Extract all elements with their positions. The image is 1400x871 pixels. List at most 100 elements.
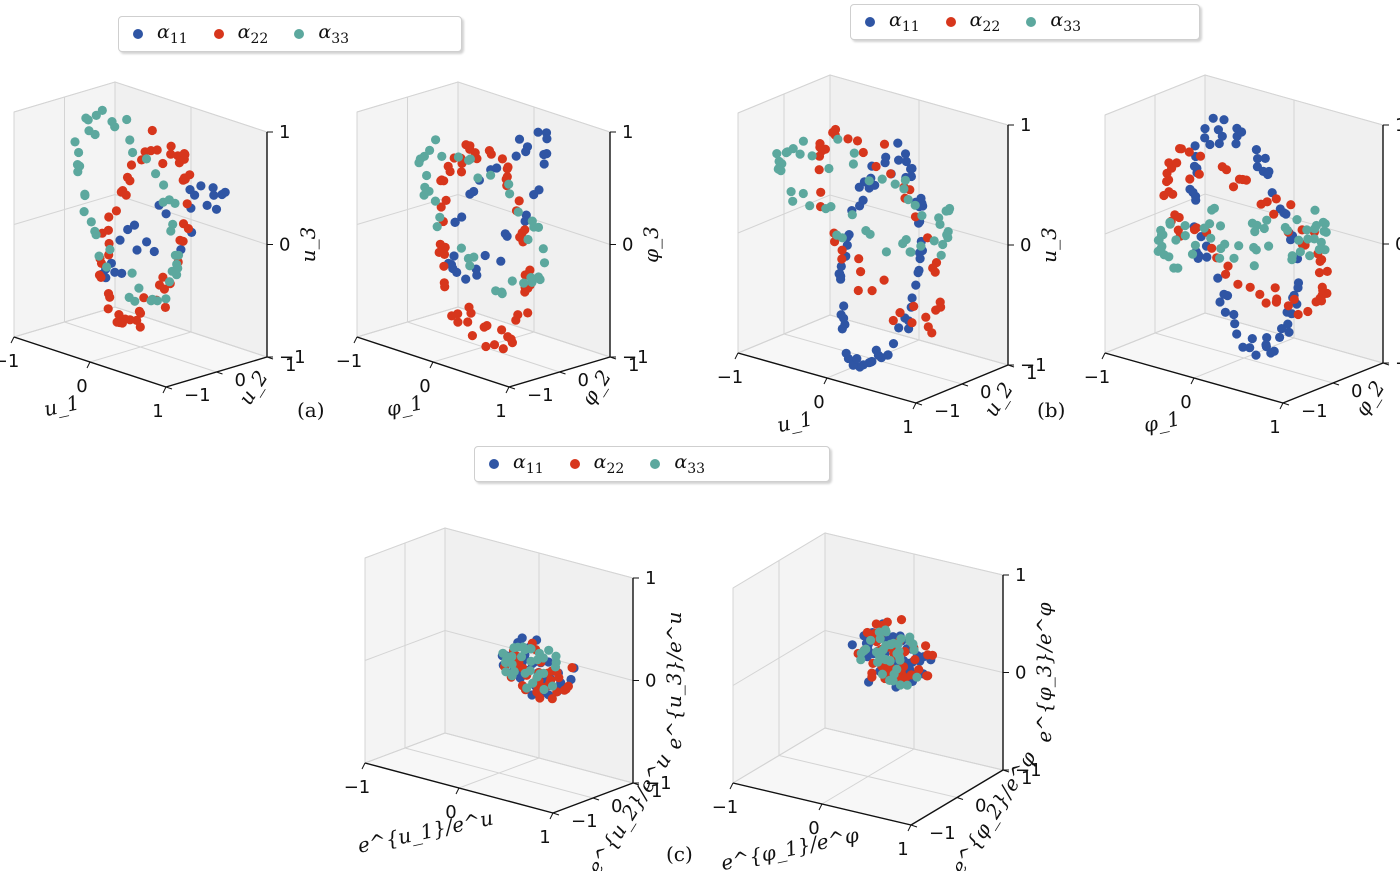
legend-marker-11 bbox=[489, 458, 499, 469]
data-point-α22 bbox=[923, 650, 933, 660]
series-α33 bbox=[772, 134, 955, 260]
data-point-α11 bbox=[208, 183, 218, 193]
z-tick-label: −1 bbox=[645, 773, 672, 794]
data-point-α33 bbox=[772, 149, 782, 159]
x-tick-label: 1 bbox=[1269, 417, 1280, 438]
data-point-α33 bbox=[432, 222, 442, 232]
z-tick-label: 1 bbox=[1020, 115, 1031, 136]
data-point-α22 bbox=[871, 161, 881, 172]
data-point-α33 bbox=[866, 635, 876, 645]
data-point-α22 bbox=[1286, 200, 1296, 210]
data-point-α33 bbox=[147, 294, 157, 304]
y-tick-label: 0 bbox=[578, 370, 589, 391]
data-point-α22 bbox=[1269, 209, 1279, 219]
z-tick-label: 1 bbox=[645, 568, 656, 589]
z-tick-label: 0 bbox=[645, 671, 656, 692]
z-tick-label: 1 bbox=[1395, 115, 1400, 136]
data-point-α11 bbox=[1275, 332, 1285, 342]
data-point-α22 bbox=[152, 145, 162, 155]
x-tick-label: 0 bbox=[1180, 392, 1191, 413]
data-point-α33 bbox=[856, 655, 866, 665]
x-tick-label: 0 bbox=[808, 818, 819, 839]
data-point-α33 bbox=[877, 174, 887, 184]
data-point-α11 bbox=[839, 313, 849, 323]
data-point-α11 bbox=[883, 350, 893, 360]
data-point-α33 bbox=[127, 268, 137, 278]
data-point-α11 bbox=[1266, 348, 1276, 358]
data-point-α11 bbox=[211, 204, 222, 214]
data-point-α22 bbox=[923, 322, 933, 332]
data-point-α33 bbox=[881, 641, 891, 651]
data-point-α33 bbox=[419, 151, 429, 161]
data-point-α11 bbox=[1213, 125, 1223, 135]
x-tick bbox=[907, 824, 912, 832]
data-point-α11 bbox=[1220, 307, 1230, 317]
data-point-α22 bbox=[132, 315, 142, 325]
data-point-α22 bbox=[1303, 306, 1313, 317]
data-point-α11 bbox=[465, 189, 475, 199]
series-α33 bbox=[70, 105, 184, 306]
data-point-α11 bbox=[1214, 138, 1224, 149]
z-tick-label: −1 bbox=[622, 347, 649, 368]
data-point-α22 bbox=[837, 245, 847, 255]
y-tick bbox=[552, 812, 560, 816]
data-point-α22 bbox=[453, 309, 463, 319]
data-point-α33 bbox=[419, 190, 429, 200]
data-point-α22 bbox=[441, 195, 451, 205]
y-tick bbox=[1007, 364, 1015, 368]
x-axis-label: u_1 bbox=[775, 406, 815, 437]
data-point-α22 bbox=[1255, 289, 1265, 299]
data-point-α11 bbox=[911, 280, 921, 290]
data-point-α11 bbox=[913, 268, 923, 278]
data-point-α22 bbox=[445, 166, 455, 177]
z-tick-label: 1 bbox=[622, 122, 633, 143]
data-point-α33 bbox=[1292, 215, 1302, 225]
data-point-α22 bbox=[180, 174, 190, 184]
data-point-α33 bbox=[1190, 240, 1200, 250]
y-tick-label: 1 bbox=[628, 355, 639, 376]
caption-b: (b) bbox=[1037, 398, 1066, 422]
data-point-α11 bbox=[117, 268, 127, 278]
data-point-α33 bbox=[125, 135, 135, 145]
data-point-α33 bbox=[535, 274, 545, 285]
data-point-α33 bbox=[128, 147, 138, 158]
data-point-α22 bbox=[158, 158, 168, 169]
data-point-α33 bbox=[848, 159, 859, 169]
data-point-α22 bbox=[1191, 223, 1202, 233]
x-tick bbox=[1101, 352, 1106, 360]
data-point-α11 bbox=[529, 190, 539, 200]
data-point-α22 bbox=[1184, 147, 1194, 157]
grid-line bbox=[824, 727, 1004, 771]
data-point-α33 bbox=[435, 212, 445, 222]
data-point-α11 bbox=[915, 254, 925, 264]
data-point-α33 bbox=[890, 179, 900, 189]
data-point-α22 bbox=[103, 304, 113, 314]
y-tick-label: 0 bbox=[975, 796, 986, 817]
grid-line bbox=[64, 321, 217, 373]
z-tick-label: 0 bbox=[279, 235, 290, 256]
data-point-α33 bbox=[1249, 261, 1259, 271]
data-point-α22 bbox=[896, 615, 907, 625]
data-point-α11 bbox=[1286, 235, 1296, 245]
data-point-α22 bbox=[465, 141, 475, 151]
data-point-α33 bbox=[159, 180, 169, 190]
x-tick bbox=[912, 402, 917, 410]
data-point-α11 bbox=[836, 261, 846, 271]
data-point-α11 bbox=[907, 293, 917, 303]
data-point-α33 bbox=[465, 261, 475, 271]
y-tick-label: −1 bbox=[1301, 401, 1328, 422]
data-point-α33 bbox=[491, 286, 501, 296]
legend-label-11: α11 bbox=[157, 21, 188, 47]
data-point-α22 bbox=[1185, 174, 1195, 184]
data-point-α11 bbox=[1262, 333, 1272, 343]
data-point-α33 bbox=[172, 259, 182, 269]
series-α22 bbox=[814, 124, 946, 338]
series-α33 bbox=[498, 642, 561, 695]
data-point-α33 bbox=[895, 680, 906, 690]
legend-panel-a: α11 α22 α33 bbox=[118, 16, 462, 52]
legend-item-22: α22 bbox=[213, 21, 268, 47]
data-point-α22 bbox=[853, 285, 863, 296]
data-point-α33 bbox=[1165, 217, 1175, 227]
data-point-α33 bbox=[1316, 237, 1326, 247]
data-point-α11 bbox=[542, 134, 552, 144]
